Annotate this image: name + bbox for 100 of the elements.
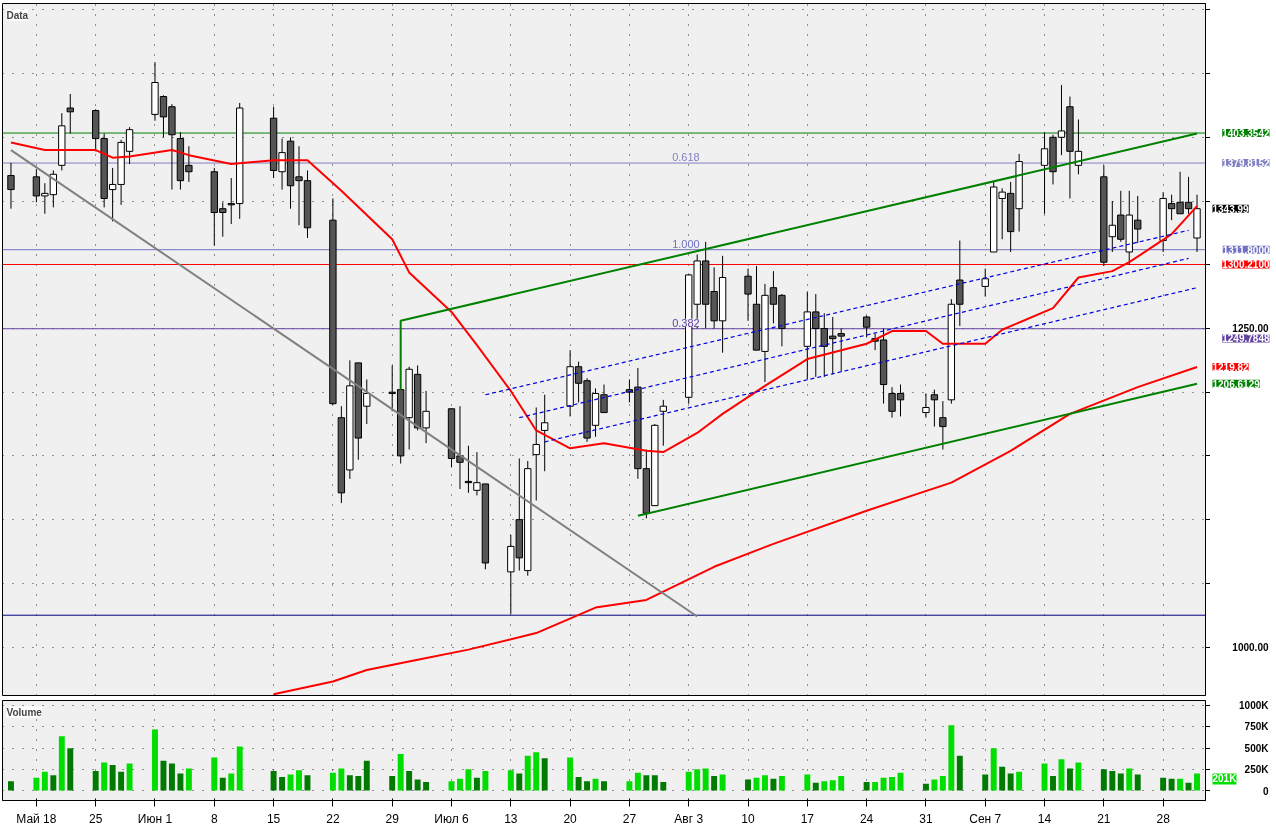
bar (1160, 777, 1167, 791)
bar (423, 782, 430, 791)
candlestick (939, 400, 947, 451)
bar (58, 736, 65, 791)
bar (507, 770, 514, 791)
x-tick-label: 25 (89, 811, 103, 826)
x-tick-label: 27 (622, 811, 637, 826)
candlestick (7, 162, 15, 210)
bar (296, 770, 302, 791)
bar (33, 777, 40, 791)
data-label: 1206.6129 (1212, 378, 1261, 390)
bar (160, 760, 167, 791)
y-tick-label: 250K (1244, 763, 1270, 775)
bar (1177, 778, 1184, 791)
x-tick-label: Июн 1 (137, 811, 173, 826)
bar (465, 769, 472, 791)
candlestick (66, 93, 74, 134)
ref-line-label: 1403.3542 (1222, 128, 1270, 140)
candlestick (532, 406, 540, 502)
bar (880, 777, 887, 791)
candlestick (922, 392, 930, 419)
bar (473, 777, 480, 791)
bar (541, 758, 548, 791)
x-tick-label: 31 (919, 811, 933, 826)
bar (804, 774, 811, 791)
bar (177, 773, 184, 791)
x-tick-label: 13 (504, 811, 518, 826)
bar (567, 757, 574, 791)
bar (389, 776, 396, 791)
y-tick-label: 750K (1244, 721, 1270, 733)
bar (67, 748, 74, 791)
bar (287, 774, 294, 791)
bar (1168, 778, 1175, 791)
bar (821, 781, 828, 791)
bar (1194, 773, 1200, 791)
candlestick (930, 389, 939, 428)
ref-line-label: 1311.8000 (1222, 244, 1270, 256)
text: Data (6, 9, 29, 21)
bar (50, 775, 57, 791)
ref-line-label: 1300.2100 (1222, 259, 1270, 271)
bar (228, 773, 235, 791)
bar (634, 772, 641, 791)
x-tick-label: 28 (1156, 811, 1171, 826)
bar (745, 779, 751, 791)
bar (626, 781, 633, 791)
bar (355, 776, 362, 791)
bar (1066, 768, 1073, 791)
bar (719, 774, 726, 791)
bar (838, 776, 845, 791)
bar (584, 781, 591, 791)
bar (711, 776, 718, 791)
bar (812, 782, 819, 791)
bar (829, 780, 836, 791)
x-tick-label: 8 (210, 811, 218, 826)
bar (168, 763, 175, 791)
x-tick-label: Авг 3 (674, 811, 704, 826)
bar (872, 782, 879, 791)
bar (685, 771, 692, 791)
bar (1100, 769, 1107, 791)
bar (397, 754, 404, 791)
bar (152, 729, 158, 791)
candlestick (981, 268, 989, 298)
annotation: 1.000 (672, 237, 700, 250)
candlestick (659, 399, 667, 447)
bar (1134, 774, 1141, 791)
bar (338, 768, 345, 791)
x-tick-label: 22 (326, 811, 340, 826)
bar (414, 779, 421, 791)
bar (931, 779, 938, 791)
x-tick-label: 24 (859, 811, 874, 826)
x-tick-label: Сен 7 (969, 811, 1002, 826)
bar (1117, 773, 1124, 791)
bar (939, 776, 946, 791)
annotation: 0.618 (672, 151, 700, 164)
bar (185, 768, 192, 791)
candlestick (541, 394, 549, 472)
bar (406, 771, 413, 791)
bar (1041, 763, 1048, 791)
bar (219, 777, 226, 791)
bar (982, 774, 989, 791)
bar (516, 773, 523, 791)
bar (889, 776, 896, 791)
bar (575, 776, 582, 791)
bar (448, 781, 455, 791)
bar (346, 775, 353, 791)
x-tick-label: Май 18 (16, 811, 57, 826)
line-series (272, 365, 1199, 696)
bar (1007, 773, 1014, 791)
annotation: 201K (1212, 773, 1238, 785)
bar (101, 762, 108, 791)
bar (990, 748, 997, 791)
x-tick-label: 10 (741, 811, 756, 826)
candlestick (862, 315, 871, 338)
bar (770, 778, 777, 791)
bar (778, 776, 785, 791)
x-tick-label: 14 (1037, 811, 1052, 826)
data-label: 1219.82 (1212, 361, 1250, 373)
bar (236, 746, 243, 791)
bar (1050, 776, 1056, 791)
bar (643, 775, 650, 791)
